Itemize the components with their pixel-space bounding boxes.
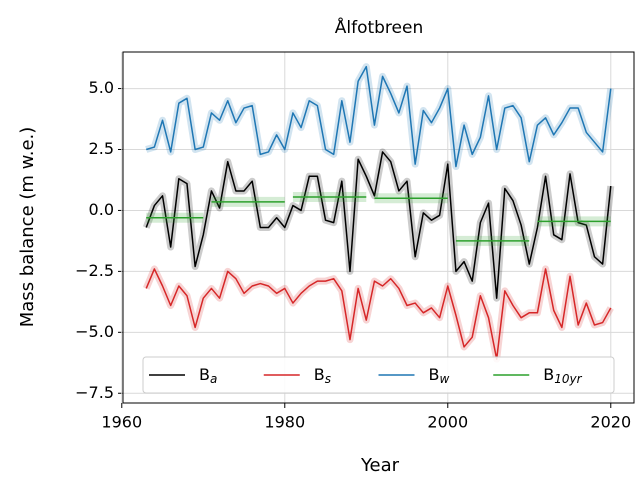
series-line	[145, 268, 612, 360]
chart-title: Ålfotbreen	[335, 16, 424, 38]
y-tick-label: −2.5	[75, 261, 114, 280]
x-tick-label: 1960	[101, 413, 142, 432]
y-tick-label: 2.5	[89, 139, 114, 158]
y-tick-label: 0.0	[89, 200, 114, 219]
y-axis-label: Mass balance (m w.e.)	[17, 127, 38, 328]
x-axis-label: Year	[360, 455, 400, 476]
x-tick-label: 2000	[427, 413, 468, 432]
series-line	[145, 151, 612, 299]
y-tick-label: −7.5	[75, 383, 114, 402]
plot-frame	[122, 51, 635, 404]
legend-label: Ba	[199, 365, 217, 386]
y-tick-label: −5.0	[75, 322, 114, 341]
uncertainty-band	[143, 265, 614, 363]
legend-label: Bs	[314, 365, 331, 386]
legend-label: Bw	[429, 365, 450, 386]
series-line	[146, 65, 612, 168]
x-tick-label: 1980	[264, 413, 305, 432]
legend-label: B10yr	[543, 365, 582, 386]
legend: Ba Bs Bw B10yr	[142, 356, 615, 394]
x-tick-label: 2020	[590, 413, 631, 432]
y-tick-label: 5.0	[89, 78, 114, 97]
